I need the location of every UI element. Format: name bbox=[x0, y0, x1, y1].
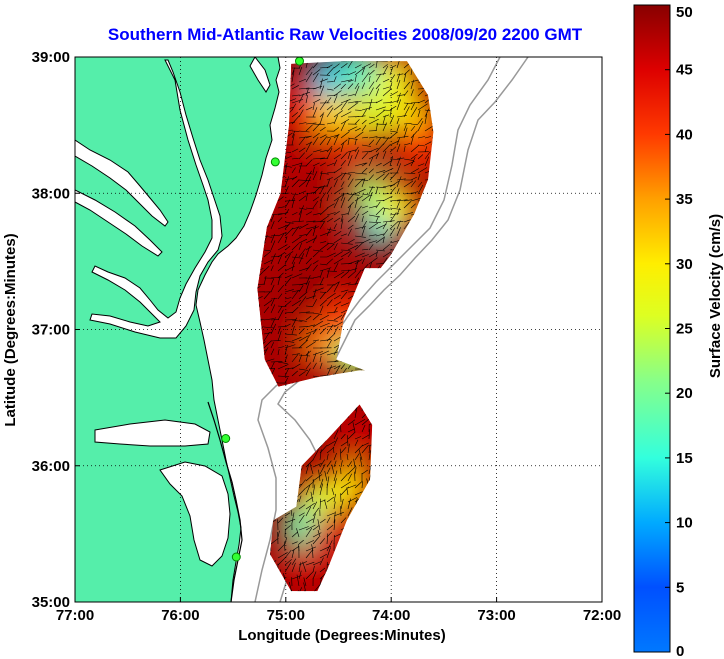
colorbar-ticks: 0 5 10 15 20 25 30 35 40 45 50 bbox=[665, 4, 693, 659]
colorbar-tick-label: 50 bbox=[676, 4, 693, 21]
station-marker bbox=[221, 434, 231, 443]
speed-cell bbox=[353, 89, 398, 134]
pamlico-sound bbox=[159, 461, 231, 567]
map-title: Southern Mid-Atlantic Raw Velocities 200… bbox=[108, 25, 583, 44]
colorbar-tick-label: 5 bbox=[676, 579, 684, 596]
colorbar-label: Surface Velocity (cm/s) bbox=[707, 214, 724, 378]
outer-banks bbox=[207, 401, 243, 602]
x-tick-label: 72:00 bbox=[583, 607, 621, 624]
colorbar-tick-label: 30 bbox=[676, 256, 693, 273]
speed-cell bbox=[279, 137, 324, 182]
colorbar-tick-label: 15 bbox=[676, 450, 693, 467]
colorbar-tick-label: 45 bbox=[676, 62, 693, 79]
y-ticks: 35:00 36:00 37:00 38:00 39:00 bbox=[32, 49, 80, 611]
speed-cell bbox=[284, 545, 329, 590]
colorbar: 0 5 10 15 20 25 30 35 40 45 50 Surface Velocity (c… bbox=[633, 4, 724, 659]
chesapeake-bay bbox=[89, 59, 223, 339]
colorbar-tick-label: 20 bbox=[676, 385, 693, 402]
albemarle-sound bbox=[94, 419, 211, 447]
grid-lines bbox=[75, 57, 602, 602]
y-tick-label: 37:00 bbox=[32, 322, 70, 339]
potomac-river bbox=[75, 139, 169, 227]
colorbar-tick-label: 35 bbox=[676, 191, 693, 208]
colorbar-tick-label: 10 bbox=[676, 515, 693, 532]
station-marker bbox=[231, 552, 241, 562]
x-tick-label: 73:00 bbox=[477, 607, 515, 624]
y-axis-label: Latitude (Degrees:Minutes) bbox=[2, 233, 19, 426]
velocity-field bbox=[257, 61, 434, 592]
colorbar-tick-label: 40 bbox=[676, 126, 693, 143]
x-axis-label: Longitude (Degrees:Minutes) bbox=[238, 627, 446, 644]
y-tick-label: 36:00 bbox=[32, 458, 70, 475]
x-ticks: 77:00 76:00 75:00 74:00 73:00 72:00 bbox=[56, 597, 621, 624]
speed-cell bbox=[295, 198, 340, 243]
map-axes: 77:00 76:00 75:00 74:00 73:00 72:00 35:00 36:0… bbox=[32, 49, 622, 624]
speed-cell bbox=[374, 184, 419, 229]
station-markers bbox=[221, 56, 304, 562]
station-marker bbox=[295, 56, 304, 66]
southern-field bbox=[270, 404, 373, 592]
y-tick-label: 38:00 bbox=[32, 185, 70, 202]
colorbar-gradient bbox=[633, 4, 671, 653]
colorbar-tick-label: 0 bbox=[676, 643, 684, 659]
colorbar-tick-label: 25 bbox=[676, 321, 693, 338]
y-tick-label: 35:00 bbox=[32, 594, 70, 611]
delaware-bay bbox=[249, 57, 271, 93]
rappahannock-river bbox=[75, 189, 163, 257]
x-tick-label: 76:00 bbox=[161, 607, 199, 624]
x-tick-label: 77:00 bbox=[56, 607, 94, 624]
y-tick-label: 39:00 bbox=[32, 49, 70, 66]
station-marker bbox=[270, 157, 280, 167]
x-tick-label: 74:00 bbox=[372, 607, 410, 624]
x-tick-label: 75:00 bbox=[267, 607, 305, 624]
